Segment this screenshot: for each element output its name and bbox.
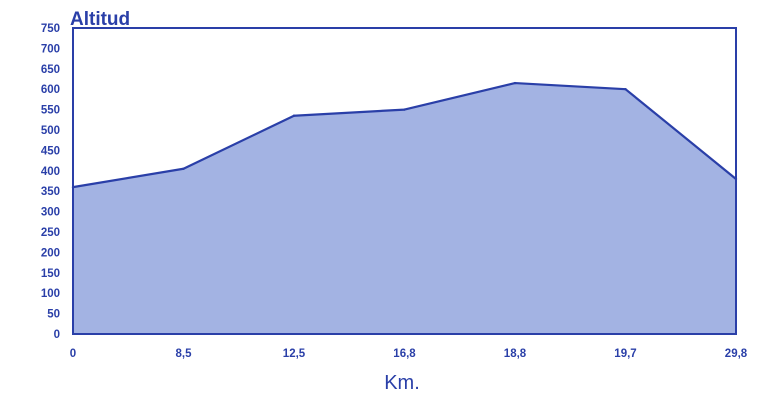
y-tick-label: 350 (41, 186, 60, 198)
elevation-area (73, 83, 736, 334)
elevation-point (182, 167, 185, 170)
y-tick-label: 700 (41, 43, 60, 55)
x-tick-label: 16,8 (393, 348, 416, 360)
x-axis-ticks: 0 8,5 12,5 16,8 18,8 19,7 29,8 (70, 348, 748, 360)
y-tick-label: 450 (41, 145, 60, 157)
x-tick-label: 18,8 (504, 348, 527, 360)
y-tick-label: 300 (41, 207, 60, 219)
elevation-point (403, 108, 406, 111)
y-tick-label: 50 (47, 309, 60, 321)
y-tick-label: 150 (41, 268, 60, 280)
y-tick-label: 500 (41, 125, 60, 137)
x-axis-title: Km. (384, 372, 420, 393)
elevation-point (734, 177, 738, 181)
y-axis-ticks: 0 50 100 150 200 250 300 350 400 450 500 550 600 650 7… (41, 23, 60, 341)
y-tick-label: 600 (41, 84, 60, 96)
elevation-point (513, 81, 517, 85)
plot-frame (72, 27, 737, 335)
x-tick-label: 19,7 (614, 348, 636, 360)
y-tick-label: 400 (41, 166, 60, 178)
x-tick-label: 8,5 (176, 348, 193, 360)
y-tick-label: 0 (54, 329, 60, 341)
x-tick-label: 29,8 (725, 348, 748, 360)
x-tick-label: 12,5 (283, 348, 306, 360)
elevation-point (292, 114, 296, 117)
y-tick-label: 550 (41, 105, 60, 117)
elevation-point (71, 185, 75, 189)
x-tick-label: 0 (70, 348, 76, 360)
y-tick-label: 100 (41, 288, 60, 300)
y-tick-label: 750 (41, 23, 60, 35)
y-axis-title: Altitud (70, 9, 130, 30)
elevation-point (624, 88, 627, 91)
y-tick-label: 250 (41, 227, 60, 239)
y-tick-label: 650 (41, 64, 60, 76)
y-tick-label: 200 (41, 247, 60, 259)
